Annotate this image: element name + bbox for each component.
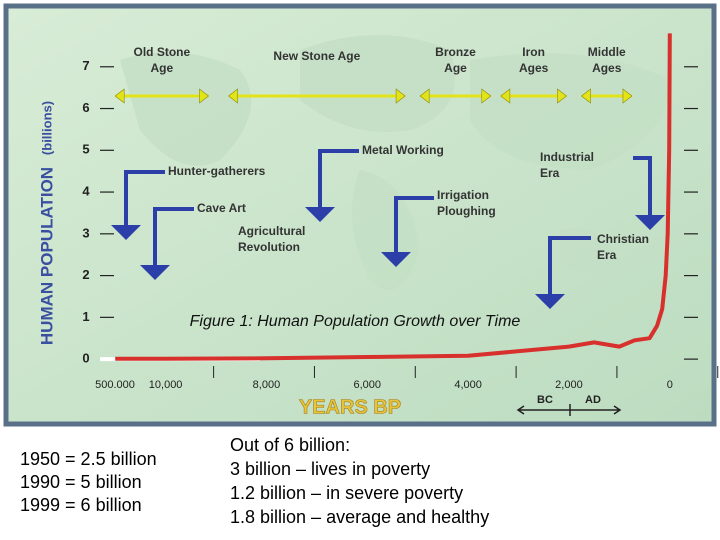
x-tick-label: 4,000 xyxy=(454,379,482,391)
event-arrow-head xyxy=(140,265,170,280)
x-tick-label: 10,000 xyxy=(149,379,183,391)
world-map xyxy=(120,35,670,290)
note-left: 1999 = 6 billion xyxy=(20,495,142,515)
x-tick-label: 6,000 xyxy=(354,379,382,391)
age-label: New Stone Age xyxy=(273,49,360,63)
note-right: 1.8 billion – average and healthy xyxy=(230,507,489,527)
event-arrow-shaft xyxy=(153,207,194,265)
note-left: 1990 = 5 billion xyxy=(20,472,142,492)
y-tick-label: 1 xyxy=(82,309,89,324)
era-marker: AD xyxy=(585,394,601,406)
event-arrow-head xyxy=(635,215,665,230)
age-arrow xyxy=(500,88,567,104)
event-arrow-head xyxy=(535,294,565,309)
note-right: 1.2 billion – in severe poverty xyxy=(230,483,463,503)
age-label: Age xyxy=(151,61,174,75)
bc-ad-arrow xyxy=(516,404,622,416)
era-marker: BC xyxy=(537,394,553,406)
note-right: Out of 6 billion: xyxy=(230,435,350,455)
age-arrow xyxy=(114,88,209,104)
event-label: Revolution xyxy=(238,240,300,254)
x-tick-label: 8,000 xyxy=(253,379,281,391)
event-label: Hunter-gatherers xyxy=(168,164,266,178)
age-label: Ages xyxy=(592,61,622,75)
note-right: 3 billion – lives in poverty xyxy=(230,459,430,479)
y-tick-label: 0 xyxy=(82,351,89,366)
y-tick-label: 2 xyxy=(82,267,89,282)
event-label: Irrigation xyxy=(437,188,489,202)
age-label: Age xyxy=(444,61,467,75)
event-arrow-shaft xyxy=(633,156,652,215)
age-label: Iron xyxy=(522,45,545,59)
age-label: Ages xyxy=(519,61,549,75)
x-tick-label: 0 xyxy=(667,379,673,391)
event-label: Christian xyxy=(597,232,649,246)
y-axis-unit: (billions) xyxy=(39,101,54,155)
age-label: Middle xyxy=(588,45,626,59)
y-tick-label: 4 xyxy=(82,183,90,198)
event-arrow-head xyxy=(305,207,335,222)
event-label: Era xyxy=(540,166,560,180)
event-label: Ploughing xyxy=(437,204,496,218)
age-label: Bronze xyxy=(435,45,476,59)
y-tick-label: 7 xyxy=(82,58,89,73)
chart-title: Figure 1: Human Population Growth over T… xyxy=(190,313,521,330)
event-label: Cave Art xyxy=(197,201,246,215)
event-arrow-shaft xyxy=(124,170,165,225)
y-tick-label: 6 xyxy=(82,100,89,115)
event-label: Agricultural xyxy=(238,224,305,238)
population-line xyxy=(115,33,672,361)
event-label: Era xyxy=(597,248,617,262)
event-arrow-head xyxy=(381,252,411,267)
x-tick-label: 2,000 xyxy=(555,379,583,391)
event-arrow-shaft xyxy=(548,236,591,294)
note-left: 1950 = 2.5 billion xyxy=(20,449,157,469)
y-tick-label: 3 xyxy=(82,225,89,240)
x-axis-label: YEARS BP xyxy=(299,396,401,418)
x-break-label: 500.000 xyxy=(95,379,135,391)
age-arrow xyxy=(419,88,492,104)
y-tick-label: 5 xyxy=(82,142,89,157)
y-axis-label: HUMAN POPULATION xyxy=(37,167,56,345)
event-label: Industrial xyxy=(540,150,594,164)
event-arrow-shaft xyxy=(394,196,434,252)
age-arrow xyxy=(228,88,406,104)
age-arrow xyxy=(581,88,633,104)
age-label: Old Stone xyxy=(134,45,191,59)
event-arrow-head xyxy=(111,225,141,240)
event-arrow-shaft xyxy=(318,149,359,207)
event-label: Metal Working xyxy=(362,143,444,157)
